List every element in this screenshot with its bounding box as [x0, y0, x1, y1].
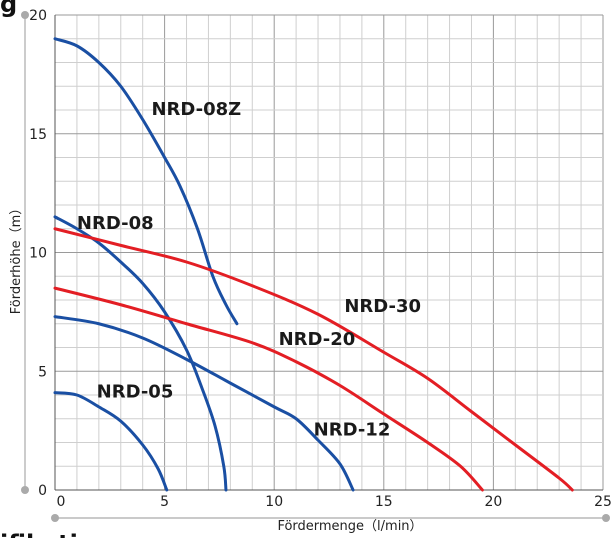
- x-tick-label: 15: [375, 494, 393, 510]
- y-tick-label: 15: [29, 127, 47, 143]
- x-tick-label: 20: [484, 494, 502, 510]
- tick-labels: 0 5 10 15 20 25 0 5 10 15 20: [29, 8, 612, 510]
- series-line-nrd-05: [53, 391, 169, 492]
- y-axis-label: Förderhöhe（m）: [9, 202, 24, 315]
- clipped-title-fragment: g: [0, 0, 17, 18]
- y-arrow-cap-top: [21, 11, 29, 19]
- curve-label-nrd-12: NRD-12: [314, 419, 391, 440]
- x-tick-label: 25: [594, 494, 612, 510]
- curve-label-nrd-30: NRD-30: [344, 296, 421, 317]
- y-arrow-cap-bottom: [21, 486, 29, 494]
- y-tick-label: 20: [29, 8, 47, 24]
- grid: [54, 14, 604, 491]
- curve-label-nrd-20: NRD-20: [279, 329, 356, 350]
- series-line-nrd-20: [53, 286, 484, 492]
- clipped-section-heading: ifikation: [0, 530, 111, 538]
- x-axis-label: Fördermenge（l/min）: [277, 519, 422, 534]
- series-line-nrd-12: [53, 315, 355, 492]
- curve-labels: NRD-08Z NRD-08 NRD-30 NRD-20 NRD-05 NRD-12: [77, 99, 421, 441]
- y-tick-label: 0: [38, 483, 47, 499]
- x-tick-label: 0: [57, 494, 66, 510]
- x-tick-label: 10: [265, 494, 283, 510]
- series-line-nrd-30: [53, 227, 574, 492]
- y-tick-label: 10: [29, 246, 47, 262]
- x-arrow-cap-right: [602, 514, 610, 522]
- axes: [21, 11, 610, 522]
- series-lines: [53, 37, 574, 492]
- curve-label-nrd-08: NRD-08: [77, 213, 154, 234]
- series-line-nrd-08z: [53, 37, 239, 326]
- curve-label-nrd-05: NRD-05: [97, 381, 174, 402]
- y-tick-label: 5: [38, 364, 47, 380]
- x-tick-label: 5: [160, 494, 169, 510]
- x-arrow-cap-left: [51, 514, 59, 522]
- series-line-nrd-08: [53, 215, 228, 492]
- curve-label-nrd-08z: NRD-08Z: [151, 99, 241, 120]
